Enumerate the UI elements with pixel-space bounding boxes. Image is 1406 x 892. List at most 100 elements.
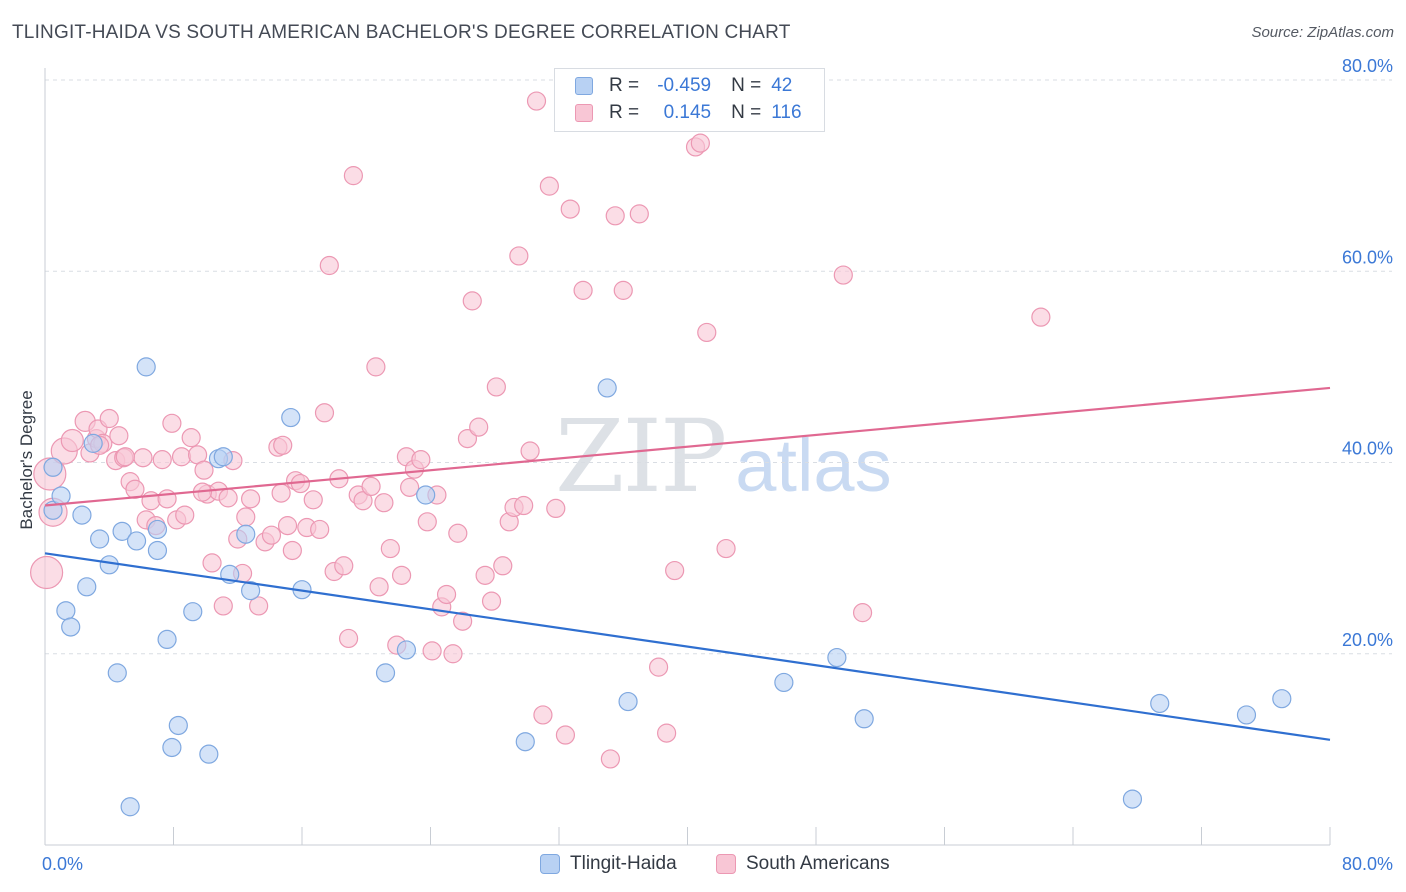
south-american-point bbox=[493, 556, 513, 576]
south-american-point bbox=[469, 417, 489, 437]
south-american-point bbox=[453, 611, 473, 631]
south-american-point bbox=[374, 493, 394, 513]
n-label: N = bbox=[731, 75, 762, 96]
south-american-point bbox=[716, 538, 736, 559]
legend-row-south-americans: R = 0.145 N = 116 bbox=[575, 100, 802, 126]
south-american-point bbox=[175, 505, 195, 525]
legend-row-tlingit: R = -0.459 N = 42 bbox=[575, 73, 792, 99]
south-american-point bbox=[605, 206, 625, 226]
south-american-point bbox=[303, 490, 323, 510]
south-american-point bbox=[417, 512, 437, 532]
south-american-point bbox=[1031, 307, 1051, 327]
south-american-point bbox=[613, 280, 633, 300]
tlingit-point bbox=[107, 663, 127, 683]
south-american-point bbox=[109, 426, 129, 446]
y-axis-label: Bachelor's Degree bbox=[17, 390, 36, 530]
tlingit-point bbox=[126, 531, 147, 551]
tlingit-trend-line bbox=[44, 552, 1331, 741]
south-american-point bbox=[162, 413, 182, 433]
tlingit-point bbox=[56, 601, 76, 621]
stats-legend: R = -0.459 N = 42 R = 0.145 N = 116 bbox=[554, 68, 825, 132]
x-tick-label: 80.0% bbox=[1342, 854, 1393, 874]
south-american-point bbox=[353, 491, 373, 511]
south-american-point bbox=[343, 166, 363, 186]
south-american-point bbox=[115, 447, 135, 467]
tlingit-point bbox=[147, 519, 168, 540]
south-american-point bbox=[171, 447, 192, 467]
south-american-point bbox=[833, 265, 853, 285]
south-american-point bbox=[457, 428, 478, 449]
south-american-point bbox=[555, 725, 576, 745]
south-american-point bbox=[665, 560, 685, 581]
south-american-point bbox=[443, 644, 463, 664]
south-american-point bbox=[436, 584, 457, 605]
r-label: R = bbox=[609, 75, 640, 96]
south-american-point bbox=[514, 495, 534, 516]
south-american-point bbox=[690, 133, 710, 153]
south-american-point bbox=[422, 641, 442, 661]
tlingit-point bbox=[1122, 789, 1143, 809]
south-american-point bbox=[236, 507, 256, 527]
south-american-point bbox=[277, 516, 298, 536]
south-american-point bbox=[481, 591, 502, 611]
south-american-point bbox=[366, 357, 386, 377]
tlingit-point bbox=[515, 732, 535, 752]
tlingit-point bbox=[72, 505, 92, 525]
blue-swatch-icon bbox=[575, 77, 593, 95]
south-american-point bbox=[271, 483, 291, 503]
tlingit-point bbox=[597, 378, 617, 398]
south-american-point bbox=[462, 291, 482, 311]
tlingit-point bbox=[199, 744, 219, 764]
tlingit-point bbox=[774, 672, 794, 693]
tlingit-point bbox=[112, 521, 132, 541]
south-american-point bbox=[157, 489, 177, 509]
south-american-point bbox=[573, 280, 593, 300]
south-american-point bbox=[261, 525, 282, 545]
tlingit-point bbox=[162, 737, 182, 758]
tlingit-point bbox=[51, 486, 71, 506]
south-american-point bbox=[361, 476, 381, 497]
tlingit-point bbox=[1236, 705, 1257, 725]
n-value: 42 bbox=[771, 75, 793, 96]
south-american-point bbox=[241, 489, 261, 509]
tlingit-point bbox=[827, 647, 847, 668]
n-value: 116 bbox=[771, 102, 802, 123]
south-american-point bbox=[648, 657, 669, 677]
r-label: R = bbox=[609, 102, 640, 123]
south-american-point bbox=[539, 176, 559, 196]
chart-title: TLINGIT-HAIDA VS SOUTH AMERICAN BACHELOR… bbox=[12, 22, 791, 43]
south-american-point bbox=[560, 199, 580, 219]
tlingit-point bbox=[241, 581, 261, 601]
bottom-legend-tlingit: Tlingit-Haida bbox=[540, 852, 677, 876]
source-label: Source: ZipAtlas.com bbox=[1251, 24, 1394, 41]
tlingit-point bbox=[854, 709, 874, 729]
n-label: N = bbox=[731, 102, 762, 123]
r-value: -0.459 bbox=[657, 75, 712, 96]
south-american-point bbox=[152, 450, 172, 470]
south-american-point bbox=[30, 555, 64, 590]
tlingit-point bbox=[281, 407, 301, 428]
south-american-trend-line bbox=[44, 386, 1331, 507]
tlingit-point bbox=[136, 357, 156, 377]
tlingit-point bbox=[168, 715, 188, 736]
tlingit-point bbox=[120, 797, 140, 817]
south-american-point bbox=[319, 255, 339, 276]
pink-swatch-icon bbox=[716, 854, 736, 874]
tlingit-point bbox=[183, 602, 203, 622]
south-american-point bbox=[411, 450, 431, 470]
tlingit-point bbox=[147, 540, 168, 561]
tlingit-point bbox=[396, 640, 417, 660]
south-american-point bbox=[133, 448, 153, 468]
tlingit-point bbox=[83, 433, 103, 453]
south-american-point bbox=[697, 322, 717, 343]
south-american-point bbox=[380, 538, 400, 559]
tlingit-point bbox=[213, 447, 233, 467]
tlingit-point bbox=[375, 663, 396, 683]
south-american-point bbox=[273, 435, 293, 455]
south-american-point bbox=[218, 488, 238, 508]
r-value: 0.145 bbox=[663, 102, 712, 123]
x-tick-label: 0.0% bbox=[42, 854, 83, 874]
south-american-point bbox=[391, 565, 412, 585]
tlingit-point bbox=[90, 529, 110, 549]
